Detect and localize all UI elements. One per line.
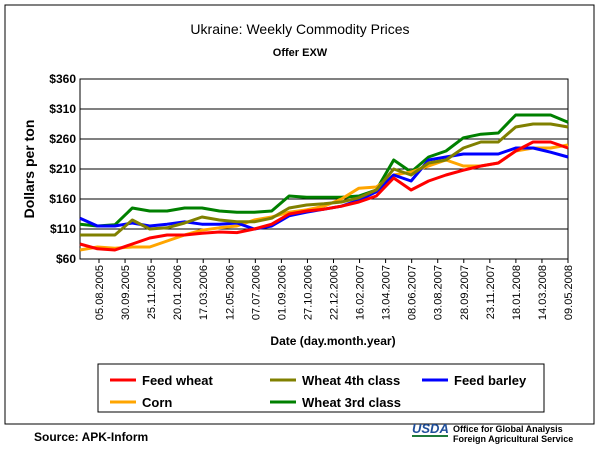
- legend-box: [97, 363, 545, 413]
- legend: Feed wheat Wheat 4th class Feed barley Corn…: [110, 373, 527, 410]
- usda-logo: USDA: [412, 421, 449, 437]
- legend-label-feed-barley: Feed barley: [454, 373, 527, 388]
- x-tick-label: 23.11.2007: [485, 265, 497, 319]
- series-line-wheat-3rd-class: [79, 113, 569, 228]
- x-tick-label: 08.06.2007: [407, 265, 419, 320]
- y-tick-label: $360: [49, 72, 76, 86]
- y-axis-label: Dollars per ton: [21, 120, 37, 219]
- x-tick-label: 03.08.2007: [433, 265, 445, 320]
- x-tick-label: 01.09.2006: [276, 265, 288, 320]
- x-tick-label: 05.08.2005: [94, 265, 106, 320]
- usda-logo-text: USDA: [412, 421, 449, 436]
- y-tick-label: $60: [56, 252, 76, 266]
- x-tick-label: 28.09.2007: [459, 265, 471, 320]
- x-tick-labels: 05.08.2005 30.09.2005 25.11.2005 20.01.2006…: [94, 259, 575, 320]
- legend-label-feed-wheat: Feed wheat: [142, 373, 213, 388]
- x-tick-label: 12.05.2006: [224, 265, 236, 320]
- y-tick-labels: $60 $110 $160 $210 $260 $310 $360: [49, 72, 76, 266]
- x-tick-label: 14.03.2008: [537, 265, 549, 320]
- y-tick-label: $110: [50, 222, 76, 236]
- y-tick-label: $160: [49, 192, 76, 206]
- series-line-feed-wheat: [79, 140, 569, 252]
- y-tick-label: $210: [49, 162, 76, 176]
- series-lines: [79, 113, 569, 252]
- x-tick-label: 16.02.2007: [355, 265, 367, 320]
- agency-line-1: Office for Global Analysis: [453, 424, 563, 434]
- series-line-wheat-4th-class: [80, 122, 569, 237]
- x-tick-label: 09.05.2008: [563, 265, 575, 320]
- agency-line-2: Foreign Agricultural Service: [453, 434, 573, 444]
- legend-label-corn: Corn: [142, 395, 172, 410]
- chart-title: Ukraine: Weekly Commodity Prices: [190, 21, 409, 37]
- x-tick-label: 30.09.2005: [120, 265, 132, 320]
- x-tick-label: 07.07.2006: [250, 265, 262, 320]
- x-tick-label: 22.12.2006: [329, 265, 341, 320]
- chart-subtitle: Offer EXW: [273, 47, 328, 59]
- legend-label-wheat-3rd-class: Wheat 3rd class: [302, 395, 401, 410]
- x-tick-label: 25.11.2005: [146, 265, 158, 319]
- x-tick-label: 27.10.2006: [302, 265, 314, 320]
- x-tick-label: 13.04.2007: [381, 265, 393, 320]
- source-note: Source: APK-Inform: [34, 430, 148, 444]
- y-tick-label: $260: [49, 132, 76, 146]
- y-tick-label: $310: [49, 102, 76, 116]
- x-tick-label: 17.03.2006: [198, 265, 210, 320]
- x-tick-label: 20.01.2006: [172, 265, 184, 320]
- x-axis-label: Date (day.month.year): [270, 334, 395, 348]
- x-tick-label: 18.01.2008: [511, 265, 523, 320]
- legend-label-wheat-4th-class: Wheat 4th class: [302, 373, 400, 388]
